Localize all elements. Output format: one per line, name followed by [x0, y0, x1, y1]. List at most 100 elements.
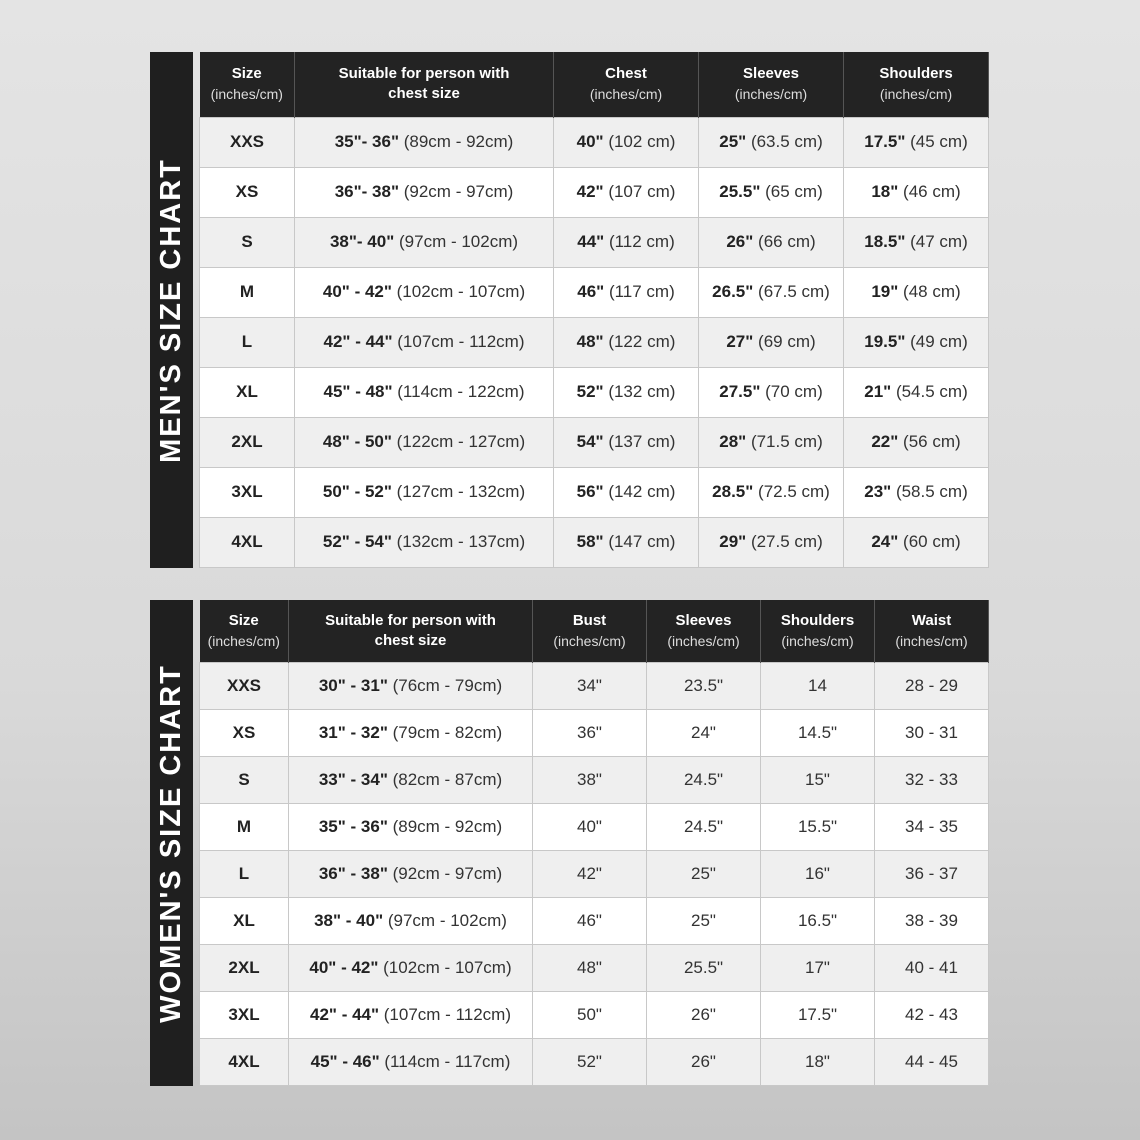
value-cell: 42" — [532, 849, 647, 898]
size-cell: 3XL — [199, 466, 295, 518]
column-header-unit: (inches/cm) — [879, 86, 953, 103]
column-header-label: Sleeves — [743, 65, 799, 83]
value-secondary: 46" — [577, 910, 602, 930]
table-row: S 33" - 34" (82cm - 87cm) 38" 24.5" 15" 32 - … — [199, 755, 989, 804]
table-row: 3XL 50" - 52" (127cm - 132cm) 56" (142 cm)… — [199, 466, 989, 518]
value-cell: 18" (46 cm) — [843, 166, 989, 218]
value-cell: 36"- 38" (92cm - 97cm) — [294, 166, 554, 218]
value-secondary: 28 - 29 — [905, 675, 958, 695]
value-primary: S — [241, 232, 253, 251]
value-cell: 25" — [646, 849, 761, 898]
table-row: XL 38" - 40" (97cm - 102cm) 46" 25" 16.5" 38 … — [199, 896, 989, 945]
table-row: 3XL 42" - 44" (107cm - 112cm) 50" 26" 17.5" 4… — [199, 990, 989, 1039]
size-cell: M — [199, 266, 295, 318]
value-cell: 36" - 38" (92cm - 97cm) — [288, 849, 533, 898]
value-secondary: (92cm - 97cm) — [399, 182, 514, 201]
value-cell: 42 - 43 — [874, 990, 989, 1039]
value-secondary: 15.5" — [797, 816, 838, 836]
table-row: 4XL 52" - 54" (132cm - 137cm) 58" (147 cm)… — [199, 516, 989, 568]
column-header-unit: (inches/cm) — [667, 632, 740, 649]
size-cell: XXS — [199, 661, 289, 710]
mens-chart-side-label: MEN'S SIZE CHART — [150, 52, 193, 568]
value-primary: XXS — [226, 675, 262, 695]
value-primary: 22" — [871, 432, 899, 451]
value-cell: 16" — [760, 849, 875, 898]
column-header-label: Shoulders — [780, 611, 855, 629]
value-cell: 32 - 33 — [874, 755, 989, 804]
value-cell: 45" - 46" (114cm - 117cm) — [288, 1037, 533, 1086]
value-primary: 42" - 44" — [323, 332, 393, 351]
size-cell: XL — [199, 896, 289, 945]
value-cell: 17.5" — [760, 990, 875, 1039]
value-secondary: (132 cm) — [603, 382, 676, 401]
value-secondary: (132cm - 137cm) — [391, 532, 526, 551]
column-header: Size (inches/cm) — [199, 52, 295, 117]
value-cell: 50" - 52" (127cm - 132cm) — [294, 466, 554, 518]
value-secondary: (48 cm) — [898, 282, 961, 301]
column-header-unit: (inches/cm) — [895, 632, 968, 649]
value-secondary: (56 cm) — [898, 432, 961, 451]
value-cell: 35"- 36" (89cm - 92cm) — [294, 116, 554, 168]
value-cell: 54" (137 cm) — [553, 416, 699, 468]
value-secondary: (47 cm) — [905, 232, 968, 251]
value-secondary: 14.5" — [797, 722, 838, 742]
size-cell: XS — [199, 166, 295, 218]
value-secondary: (45 cm) — [905, 132, 968, 151]
value-secondary: 24" — [691, 722, 716, 742]
womens-size-chart: WOMEN'S SIZE CHART Size (inches/cm) Suitab… — [150, 600, 989, 1086]
value-secondary: (65 cm) — [760, 182, 823, 201]
value-secondary: (67.5 cm) — [753, 282, 830, 301]
size-cell: S — [199, 755, 289, 804]
size-cell: XS — [199, 708, 289, 757]
value-primary: 2XL — [228, 957, 260, 977]
column-header: Waist (inches/cm) — [874, 600, 989, 662]
value-primary: 3XL — [228, 1004, 260, 1024]
value-secondary: 38 - 39 — [905, 910, 958, 930]
value-primary: 26" — [726, 232, 754, 251]
value-primary: 40" - 42" — [322, 282, 392, 301]
value-secondary: 52" — [577, 1051, 602, 1071]
value-secondary: (89cm - 92cm) — [387, 816, 503, 836]
value-secondary: (107cm - 112cm) — [392, 332, 525, 351]
value-secondary: 24.5" — [683, 769, 724, 789]
value-primary: 38" - 40" — [314, 910, 384, 930]
header-row: Size (inches/cm) Suitable for person with … — [199, 600, 989, 662]
value-secondary: 34" — [577, 675, 602, 695]
size-cell: 4XL — [199, 1037, 289, 1086]
value-secondary: (92cm - 97cm) — [387, 863, 503, 883]
value-primary: 27" — [726, 332, 754, 351]
value-secondary: (102 cm) — [603, 132, 676, 151]
table-row: XL 45" - 48" (114cm - 122cm) 52" (132 cm) 2… — [199, 366, 989, 418]
value-primary: 28.5" — [712, 482, 754, 501]
value-cell: 56" (142 cm) — [553, 466, 699, 518]
value-secondary: (102cm - 107cm) — [391, 282, 526, 301]
value-secondary: 16" — [805, 863, 830, 883]
column-header-label: Chest — [605, 65, 647, 83]
column-header: Chest (inches/cm) — [553, 52, 699, 117]
value-secondary: (114cm - 117cm) — [379, 1051, 511, 1071]
womens-chart-title: WOMEN'S SIZE CHART — [155, 663, 188, 1023]
value-secondary: (114cm - 122cm) — [392, 382, 525, 401]
value-secondary: (27.5 cm) — [746, 532, 823, 551]
value-cell: 40" - 42" (102cm - 107cm) — [294, 266, 554, 318]
value-cell: 42" (107 cm) — [553, 166, 699, 218]
value-primary: XS — [232, 722, 256, 742]
value-cell: 24" (60 cm) — [843, 516, 989, 568]
value-cell: 26" — [646, 990, 761, 1039]
value-cell: 52" - 54" (132cm - 137cm) — [294, 516, 554, 568]
value-secondary: (46 cm) — [898, 182, 961, 201]
value-cell: 45" - 48" (114cm - 122cm) — [294, 366, 554, 418]
value-secondary: (76cm - 79cm) — [387, 675, 503, 695]
value-cell: 48" - 50" (122cm - 127cm) — [294, 416, 554, 468]
column-header-unit: (inches/cm) — [210, 86, 283, 103]
value-primary: M — [236, 816, 252, 836]
column-header-label: Size — [228, 611, 259, 629]
value-secondary: (112 cm) — [604, 232, 675, 251]
value-primary: 36"- 38" — [334, 182, 400, 201]
column-header-label: Suitable for person with chest size — [325, 611, 496, 649]
value-primary: 25" — [719, 132, 747, 151]
value-primary: XL — [233, 910, 255, 930]
value-secondary: (117 cm) — [604, 282, 675, 301]
value-primary: XS — [235, 182, 259, 201]
value-cell: 24.5" — [646, 802, 761, 851]
